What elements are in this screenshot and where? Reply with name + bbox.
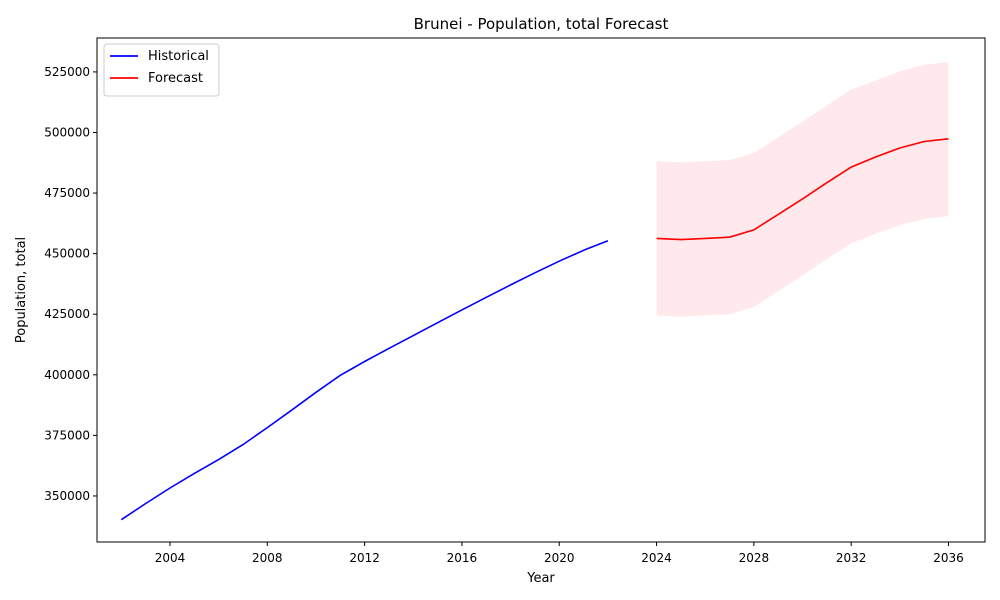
x-tick-label: 2028 bbox=[739, 551, 770, 565]
legend-box bbox=[103, 43, 220, 97]
historical-line bbox=[120, 240, 609, 521]
y-tick-label: 350000 bbox=[44, 489, 90, 503]
plot-frame bbox=[96, 37, 986, 543]
y-tick-label: 500000 bbox=[44, 126, 90, 140]
legend-label-historical: Historical bbox=[148, 49, 209, 64]
y-tick-label: 475000 bbox=[44, 186, 90, 200]
y-tick-label: 525000 bbox=[44, 65, 90, 79]
y-tick-label: 425000 bbox=[44, 307, 90, 321]
forecast-line bbox=[656, 138, 949, 241]
x-tick-label: 2016 bbox=[447, 551, 478, 565]
x-axis: 2004 2008 2012 2016 2020 2024 2028 2032 2036 bbox=[155, 542, 964, 565]
x-tick-label: 2012 bbox=[349, 551, 380, 565]
x-tick-label: 2004 bbox=[155, 551, 186, 565]
plot-area bbox=[120, 62, 949, 521]
y-tick-label: 400000 bbox=[44, 368, 90, 382]
legend: Historical Forecast bbox=[103, 43, 220, 97]
legend-label-forecast: Forecast bbox=[148, 71, 203, 86]
y-tick-label: 375000 bbox=[44, 428, 90, 442]
y-axis-label: Population, total bbox=[14, 237, 29, 343]
x-tick-label: 2032 bbox=[836, 551, 867, 565]
chart-title: Brunei - Population, total Forecast bbox=[414, 15, 669, 33]
x-tick-label: 2024 bbox=[641, 551, 672, 565]
forecast-confidence-band bbox=[656, 62, 949, 317]
y-axis: 350000 375000 400000 425000 450000 475000 5000… bbox=[44, 65, 97, 503]
x-tick-label: 2036 bbox=[933, 551, 964, 565]
x-tick-label: 2008 bbox=[252, 551, 283, 565]
x-axis-label: Year bbox=[526, 571, 555, 586]
x-tick-label: 2020 bbox=[544, 551, 575, 565]
y-tick-label: 450000 bbox=[44, 247, 90, 261]
